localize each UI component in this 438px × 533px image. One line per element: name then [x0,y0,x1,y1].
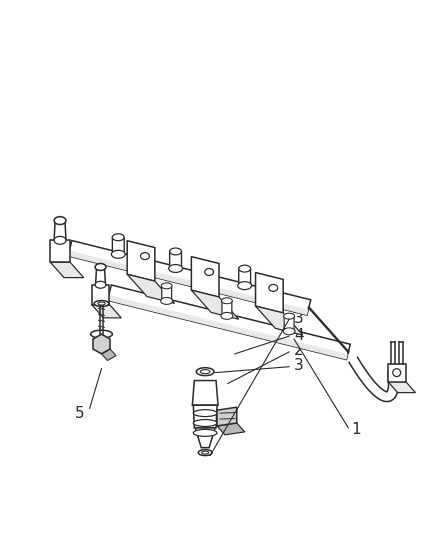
Polygon shape [93,334,110,354]
Ellipse shape [90,330,112,338]
Polygon shape [50,262,84,278]
Ellipse shape [161,283,172,289]
Polygon shape [95,267,105,285]
Ellipse shape [112,234,124,241]
Ellipse shape [169,248,181,255]
Ellipse shape [54,237,66,244]
Polygon shape [222,300,231,315]
Polygon shape [192,381,218,405]
Polygon shape [238,268,250,285]
Polygon shape [161,285,171,300]
Polygon shape [387,382,414,393]
Ellipse shape [268,285,277,292]
Polygon shape [255,272,283,313]
Text: 1: 1 [350,423,360,438]
Text: 3: 3 [293,358,303,373]
Polygon shape [195,428,215,448]
Polygon shape [255,306,302,335]
Ellipse shape [193,410,216,417]
Polygon shape [50,240,70,262]
Ellipse shape [283,328,294,335]
Polygon shape [216,407,236,426]
Ellipse shape [204,269,213,276]
Polygon shape [107,285,350,360]
Polygon shape [101,349,116,360]
Ellipse shape [193,430,216,437]
Ellipse shape [94,301,109,306]
Ellipse shape [168,264,182,272]
Ellipse shape [220,312,232,319]
Ellipse shape [200,370,210,374]
Text: 5: 5 [75,406,85,421]
Ellipse shape [196,368,214,376]
Polygon shape [193,405,216,428]
Ellipse shape [95,281,106,288]
Ellipse shape [201,451,208,454]
Ellipse shape [111,251,125,259]
Polygon shape [112,237,124,254]
Ellipse shape [193,419,216,426]
Polygon shape [68,240,310,315]
Ellipse shape [238,265,250,272]
Ellipse shape [98,302,105,305]
Polygon shape [191,290,238,319]
Polygon shape [107,295,347,360]
Ellipse shape [221,298,232,304]
Ellipse shape [198,450,212,456]
Polygon shape [348,357,398,401]
Polygon shape [127,241,155,281]
Polygon shape [283,316,293,330]
Polygon shape [54,221,66,240]
Ellipse shape [140,253,149,260]
Polygon shape [191,256,219,297]
Polygon shape [387,364,405,382]
Polygon shape [127,274,174,303]
Polygon shape [216,423,244,435]
Polygon shape [92,285,109,304]
Text: 4: 4 [293,328,303,343]
Text: 3: 3 [293,311,303,326]
Ellipse shape [160,297,172,304]
Ellipse shape [283,313,294,319]
Circle shape [392,369,400,377]
Text: 2: 2 [293,343,303,358]
Polygon shape [169,251,181,268]
Ellipse shape [95,263,106,270]
Ellipse shape [54,216,66,224]
Polygon shape [68,251,307,315]
Ellipse shape [237,281,251,289]
Polygon shape [92,304,121,318]
